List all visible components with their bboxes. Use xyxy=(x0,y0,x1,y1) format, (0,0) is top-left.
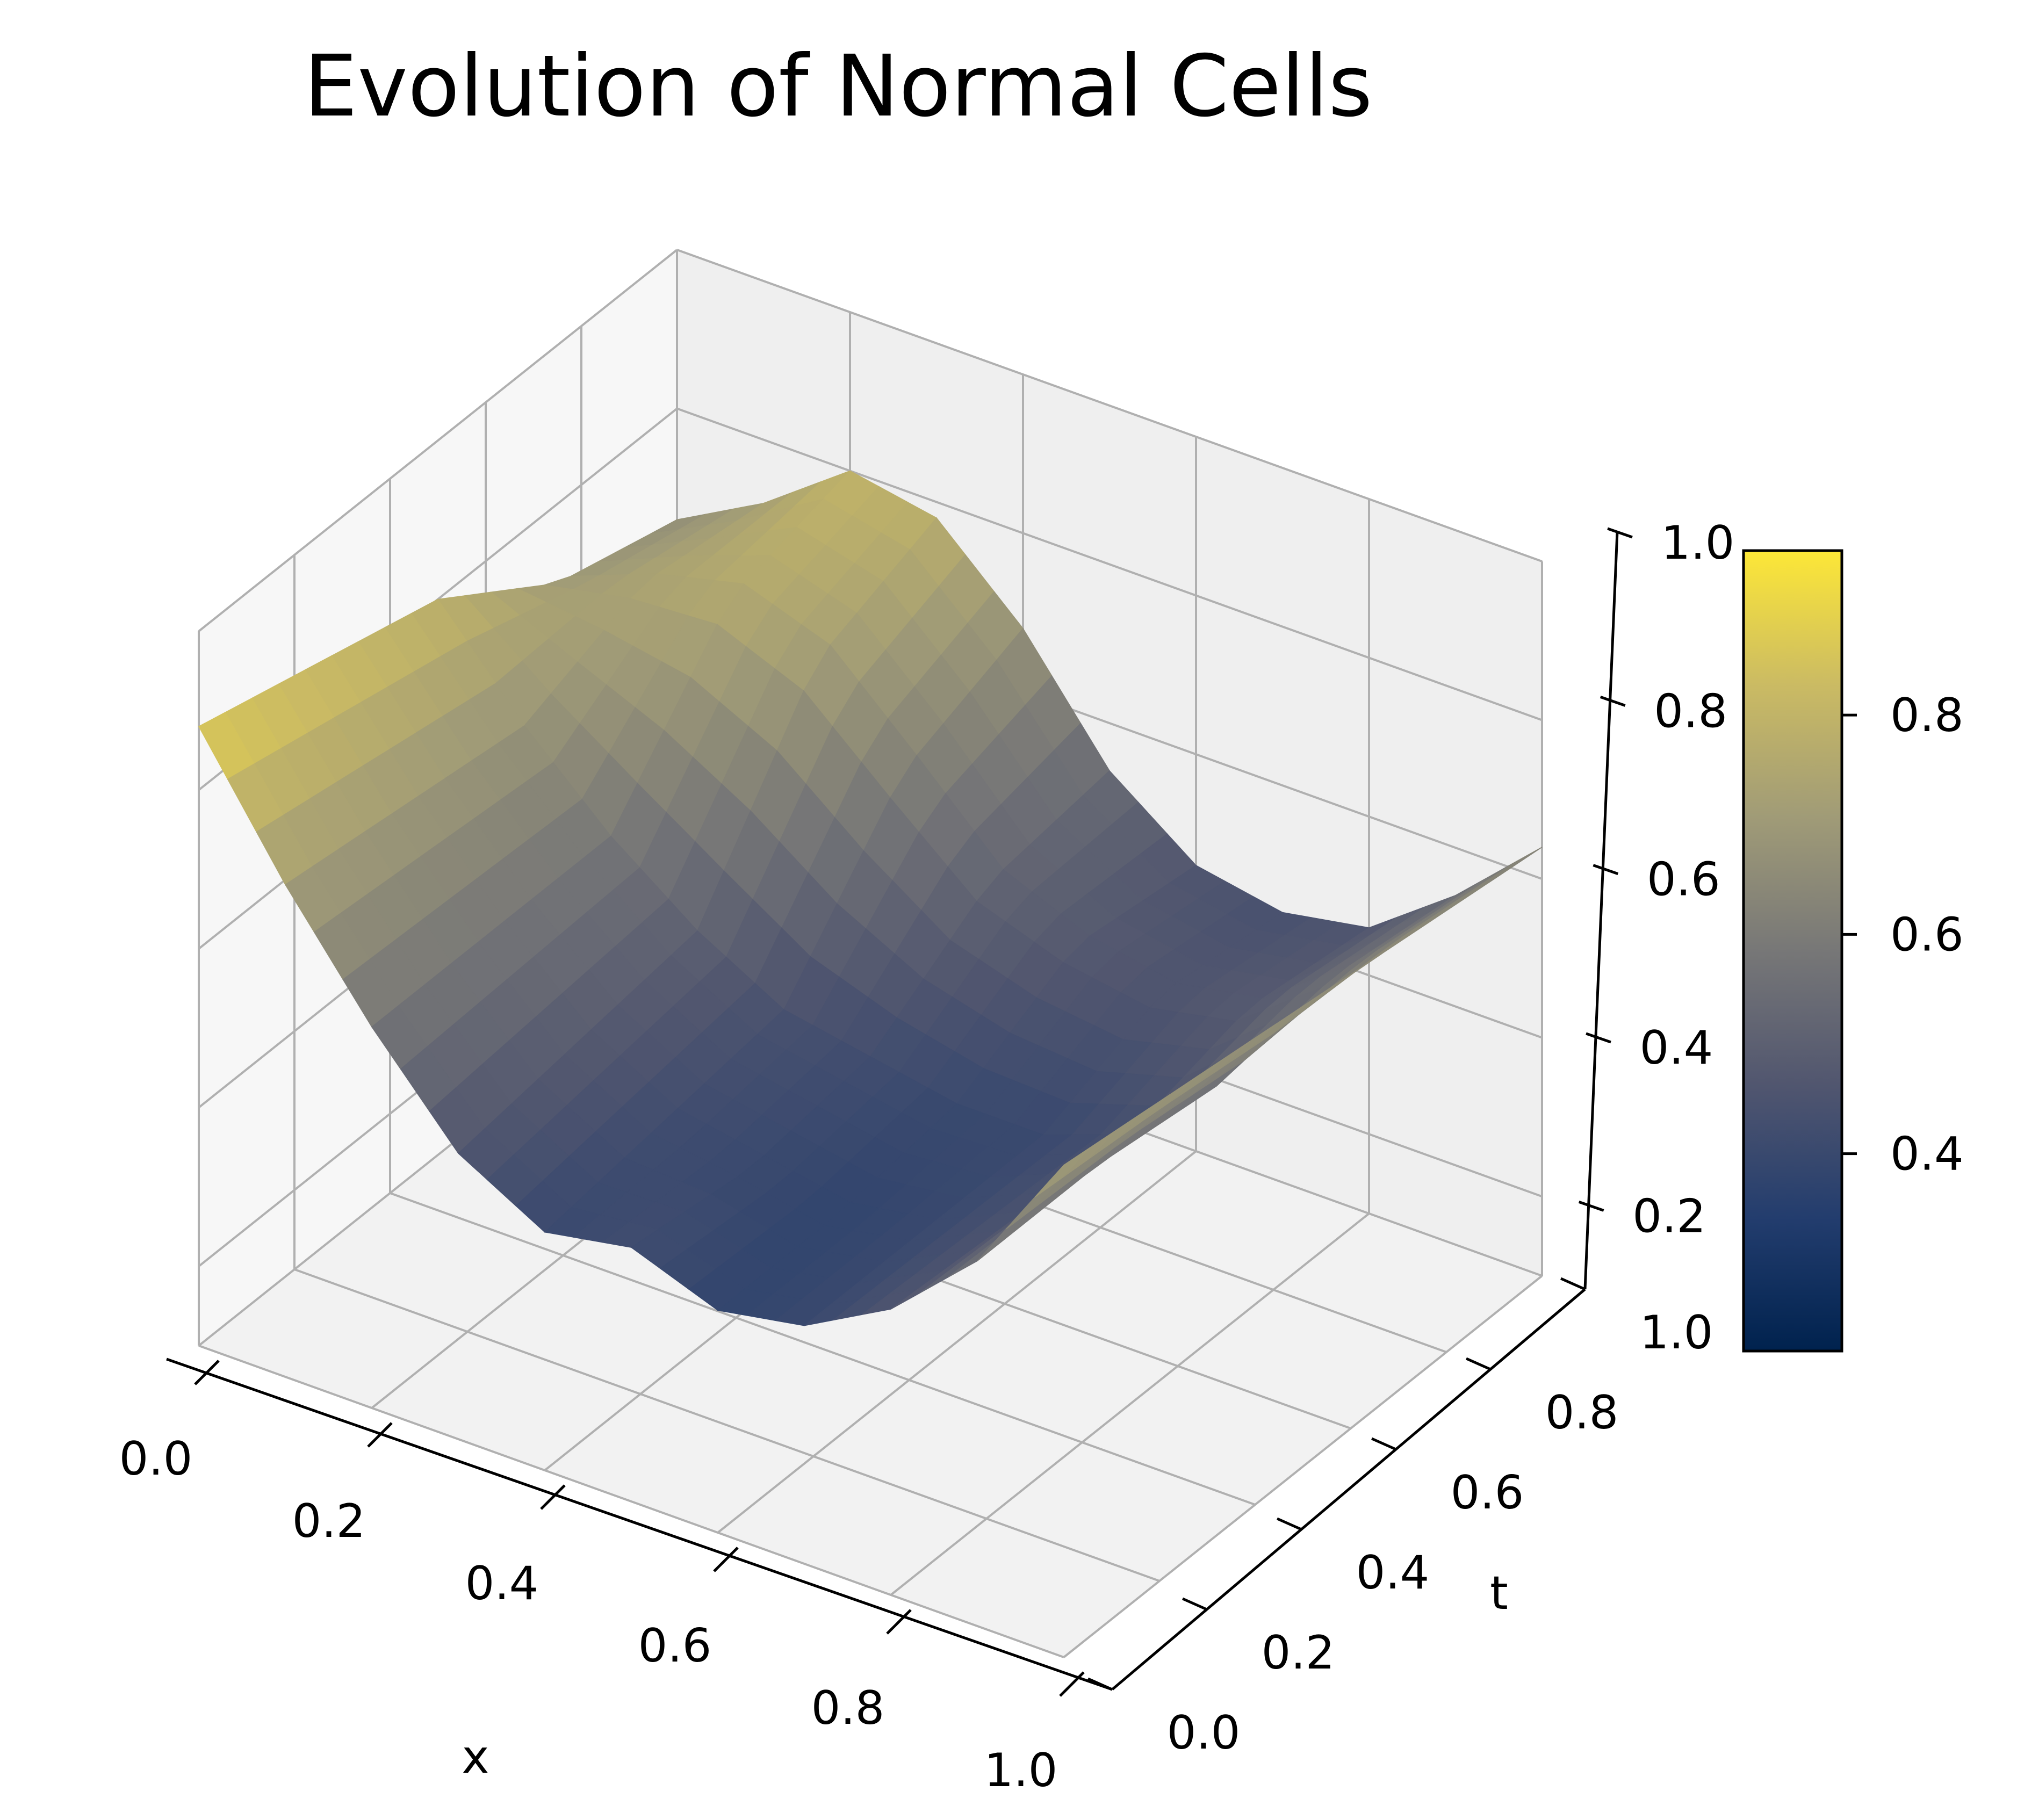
z-tick-label: 0.8 xyxy=(1654,684,1727,738)
colorbar-tick-label: 0.4 xyxy=(1890,1128,1964,1181)
x-tick xyxy=(886,1609,912,1635)
t-tick-label: 1.0 xyxy=(1640,1306,1713,1360)
z-tick xyxy=(1586,1032,1611,1044)
grid-line xyxy=(198,249,678,632)
x-tick-label: 0.6 xyxy=(638,1619,712,1673)
grid-line xyxy=(1063,1275,1543,1658)
x-tick xyxy=(194,1360,220,1385)
z-axis-line xyxy=(1583,531,1619,1290)
t-tick-label: 0.8 xyxy=(1545,1386,1619,1440)
grid-line xyxy=(198,1345,1064,1658)
t-tick xyxy=(1182,1597,1208,1611)
x-tick-label: 1.0 xyxy=(984,1744,1058,1797)
z-tick-label: 1.0 xyxy=(1661,516,1735,570)
t-tick xyxy=(1465,1357,1492,1371)
grid-line xyxy=(676,249,1543,562)
t-tick xyxy=(1276,1517,1302,1531)
t-axis-line xyxy=(1111,1288,1586,1691)
chart-title: Evolution of Normal Cells xyxy=(304,37,1373,136)
x-tick xyxy=(1059,1671,1085,1697)
colorbar-tick-label: 0.6 xyxy=(1890,908,1964,962)
t-tick-label: 0.2 xyxy=(1262,1626,1335,1680)
t-tick xyxy=(1371,1437,1397,1451)
z-tick xyxy=(1578,1200,1604,1212)
grid-line xyxy=(390,1192,1256,1506)
z-tick xyxy=(1593,864,1619,876)
x-tick-label: 0.4 xyxy=(465,1557,539,1610)
t-tick xyxy=(1560,1277,1586,1291)
t-tick xyxy=(1087,1677,1113,1691)
z-tick xyxy=(1600,695,1626,707)
t-tick-label: 0.6 xyxy=(1451,1466,1524,1520)
x-tick-label: 0.8 xyxy=(811,1681,885,1735)
x-tick-label: 0.2 xyxy=(292,1494,366,1548)
t-tick-label: 0.4 xyxy=(1356,1546,1430,1600)
grid-line xyxy=(890,1212,1370,1596)
surface-patch xyxy=(1034,1147,1091,1197)
grid-line xyxy=(294,1268,1160,1582)
x-tick xyxy=(540,1484,566,1510)
t-axis-label: t xyxy=(1490,1566,1508,1620)
z-tick xyxy=(1607,527,1633,539)
z-tick-label: 0.6 xyxy=(1647,853,1720,907)
x-tick-label: 0.0 xyxy=(119,1432,193,1486)
axis-lines: 0.0 0.2 0.4 0.6 0.8 1.0 0.0 0.2 0.4 0.6 0.8 1.0 0.2 0… xyxy=(119,516,1735,1797)
colorbar-tick-label: 0.8 xyxy=(1890,689,1964,742)
x-axis-label: x xyxy=(462,1730,489,1784)
t-tick-label: 0.0 xyxy=(1167,1706,1241,1760)
x-tick xyxy=(367,1422,393,1448)
grid-line xyxy=(676,407,1543,721)
colorbar: 0.4 0.6 0.8 xyxy=(1742,549,1964,1353)
surface-plot xyxy=(198,470,1543,1326)
x-tick xyxy=(713,1547,739,1572)
grid-line xyxy=(717,1150,1197,1534)
z-tick-label: 0.2 xyxy=(1632,1189,1706,1243)
colorbar-gradient xyxy=(1742,549,1843,1353)
x-axis-line xyxy=(166,1357,1113,1691)
z-tick-label: 0.4 xyxy=(1640,1021,1713,1075)
